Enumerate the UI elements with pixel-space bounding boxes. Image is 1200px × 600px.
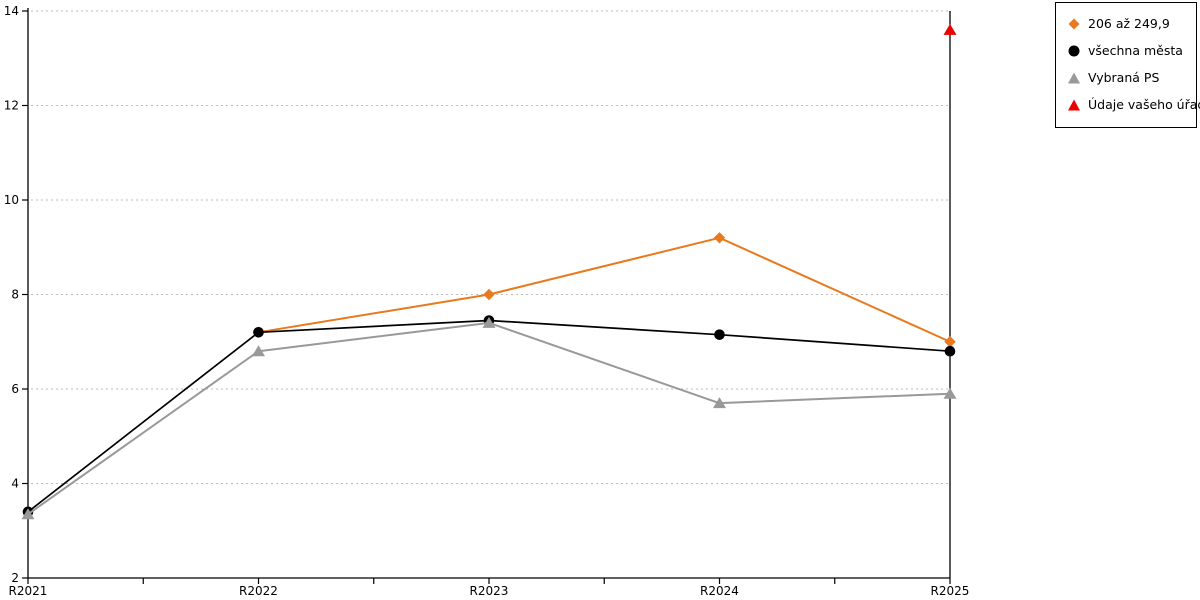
y-axis-label: 12 <box>4 99 19 113</box>
y-axis-label: 14 <box>4 4 19 18</box>
triangle-marker-icon <box>1068 72 1080 83</box>
x-axis-label: R2022 <box>239 584 278 598</box>
diamond-marker-icon <box>1068 18 1080 29</box>
legend-item: Vybraná PS <box>1056 64 1196 91</box>
data-point-triangle[interactable] <box>482 316 496 328</box>
y-axis-label: 2 <box>11 571 19 585</box>
y-axis-label: 8 <box>11 288 19 302</box>
data-point-diamond[interactable] <box>944 336 956 348</box>
data-point-triangle[interactable] <box>943 23 957 35</box>
legend-label: Vybraná PS <box>1088 70 1160 85</box>
triangle-marker-icon <box>1068 99 1080 110</box>
legend-label: Údaje vašeho úřadu <box>1088 97 1200 112</box>
x-axis-label: R2021 <box>9 584 48 598</box>
data-point-circle[interactable] <box>714 329 725 340</box>
data-point-diamond[interactable] <box>713 232 726 244</box>
legend: 206 až 249,9 všechna města Vybraná PS Úd… <box>1055 2 1200 128</box>
data-point-triangle[interactable] <box>713 397 726 409</box>
data-point-circle[interactable] <box>253 327 264 338</box>
legend-marker-shape <box>1068 72 1080 83</box>
circle-marker-icon <box>1068 45 1080 56</box>
legend-label: 206 až 249,9 <box>1088 16 1170 31</box>
y-axis-label: 10 <box>4 193 19 207</box>
data-point-diamond[interactable] <box>483 288 495 301</box>
data-point-circle[interactable] <box>944 345 956 357</box>
x-axis-label: R2024 <box>700 584 739 598</box>
data-point-triangle[interactable] <box>943 387 957 399</box>
legend-item: Údaje vašeho úřadu <box>1056 91 1200 118</box>
series-line <box>258 236 951 343</box>
x-axis-label: R2025 <box>931 584 970 598</box>
legend-item: 206 až 249,9 <box>1056 10 1196 37</box>
legend-item: všechna města <box>1056 37 1196 64</box>
data-point-triangle[interactable] <box>252 345 265 357</box>
legend-marker-shape <box>1068 18 1080 29</box>
y-axis-label: 4 <box>11 477 19 491</box>
x-axis-label: R2023 <box>470 584 509 598</box>
legend-marker-shape <box>1068 45 1080 56</box>
data-point-triangle[interactable] <box>21 508 35 520</box>
legend-marker-shape <box>1068 99 1080 110</box>
y-axis-label: 6 <box>11 382 19 396</box>
series-line <box>27 321 951 516</box>
legend-label: všechna města <box>1088 43 1183 58</box>
